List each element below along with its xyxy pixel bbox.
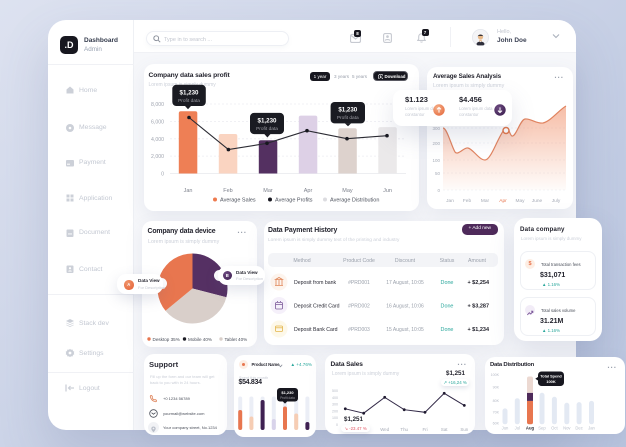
svg-text:+ $3,287: + $3,287 [467,304,489,310]
svg-text:300: 300 [432,126,440,131]
svg-text:200: 200 [332,409,338,413]
svg-text:Thu: Thu [400,427,408,432]
svg-text:#PRD001: #PRD001 [348,280,370,286]
svg-text:Oct: Oct [551,426,558,431]
svg-text:Deposit from bank: Deposit from bank [294,280,337,286]
svg-text:Mar: Mar [481,198,490,204]
svg-text:Status: Status [440,258,455,264]
svg-text:Jun: Jun [502,426,509,431]
svg-text:Average Profits: Average Profits [275,198,313,204]
svg-text:Total Spend: Total Spend [540,375,562,379]
svg-text:500: 500 [332,389,338,393]
svg-text:100: 100 [432,158,440,163]
svg-text:100: 100 [332,416,338,420]
svg-text:Profit data: Profit data [256,126,278,132]
svg-text:2,000: 2,000 [151,154,164,160]
svg-text:Average Sales: Average Sales [220,198,256,204]
svg-text:May: May [342,188,353,194]
svg-text:Mobile 40%: Mobile 40% [188,336,212,341]
svg-text:Nov: Nov [563,426,571,431]
svg-text:$1,230: $1,230 [258,117,277,124]
svg-text:Jun: Jun [383,188,392,194]
svg-text:Wed: Wed [380,427,390,432]
svg-text:Profit data: Profit data [280,396,295,400]
svg-text:400: 400 [332,396,338,400]
svg-text:Sat: Sat [441,427,448,432]
svg-text:100K: 100K [546,379,556,384]
svg-text:May: May [515,198,525,204]
svg-text:Profit data: Profit data [337,115,359,121]
svg-text:50: 50 [435,171,441,176]
svg-text:0: 0 [161,172,164,178]
svg-text:90K: 90K [493,386,500,390]
svg-text:#PRD002: #PRD002 [348,304,370,310]
svg-text:Apr: Apr [499,198,507,204]
svg-text:200: 200 [432,141,440,146]
svg-text:Profit data: Profit data [178,98,200,104]
svg-text:Jan: Jan [588,426,595,431]
svg-text:Aug: Aug [526,426,535,431]
svg-text:8,000: 8,000 [151,102,164,108]
svg-text:Discount: Discount [395,258,416,264]
svg-text:Feb: Feb [223,188,232,194]
svg-text:Dec: Dec [575,426,582,431]
svg-text:60K: 60K [493,422,500,426]
svg-text:Apr: Apr [304,188,313,194]
svg-text:70K: 70K [493,410,500,414]
svg-text:+ $2,254: + $2,254 [467,280,490,286]
svg-text:4,000: 4,000 [151,137,164,143]
svg-text:Fri: Fri [422,427,427,432]
svg-text:Average Distribution: Average Distribution [330,198,379,204]
svg-text:Method: Method [293,258,310,264]
svg-text:0: 0 [437,188,440,193]
svg-text:0: 0 [336,423,338,427]
svg-text:Desktop 35%: Desktop 35% [153,336,180,341]
svg-text:17 August, 10:05: 17 August, 10:05 [386,280,424,286]
svg-text:$1,230: $1,230 [281,390,294,395]
svg-text:Deposit Credit Card: Deposit Credit Card [294,304,340,310]
svg-text:Jul: Jul [515,426,520,431]
svg-text:Deposit Bank Card: Deposit Bank Card [294,327,338,333]
svg-text:Feb: Feb [463,198,472,204]
svg-text:July: July [552,198,561,204]
svg-text:#PRD003: #PRD003 [348,327,370,333]
svg-text:Product Code: Product Code [343,258,375,264]
svg-text:Amount: Amount [468,258,486,264]
svg-text:$1,230: $1,230 [338,107,357,114]
svg-text:100K: 100K [491,373,500,377]
svg-text:16 August, 10:06: 16 August, 10:06 [386,304,424,310]
svg-text:Done: Done [441,304,454,310]
svg-text:June: June [532,198,543,204]
svg-text:Done: Done [441,327,454,333]
svg-text:300: 300 [332,403,338,407]
svg-text:6,000: 6,000 [151,119,164,125]
svg-text:Tablet 40%: Tablet 40% [225,336,248,341]
svg-text:Mar: Mar [263,188,273,194]
svg-text:Jan: Jan [446,198,454,204]
svg-text:Jan: Jan [184,188,193,194]
svg-text:Sep: Sep [538,426,546,431]
svg-text:15 August, 10:05: 15 August, 10:05 [386,327,424,333]
svg-text:80K: 80K [493,399,500,403]
svg-text:Done: Done [441,280,454,286]
svg-text:+ $1,234: + $1,234 [467,327,490,333]
svg-text:Sun: Sun [460,427,468,432]
svg-text:$1,230: $1,230 [180,89,199,96]
